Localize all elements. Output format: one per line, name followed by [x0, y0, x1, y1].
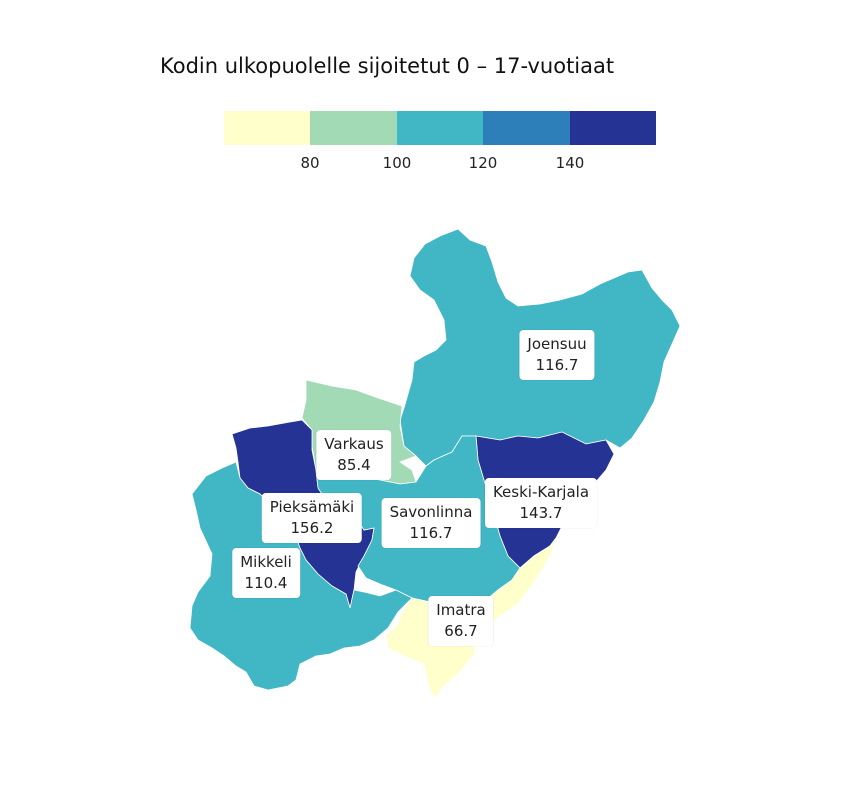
legend-swatch-1: [224, 111, 311, 145]
label-pieksamaki-value: 156.2: [290, 519, 334, 537]
color-legend: [224, 111, 657, 145]
legend-swatch-4: [483, 111, 570, 145]
label-imatra: Imatra 66.7: [428, 596, 494, 646]
label-mikkeli-value: 110.4: [244, 574, 288, 592]
label-imatra-name: Imatra: [436, 601, 486, 619]
label-keski-karjala-name: Keski-Karjala: [492, 483, 590, 501]
label-imatra-value: 66.7: [444, 622, 478, 640]
label-mikkeli-name: Mikkeli: [240, 553, 292, 571]
legend-tick-140: 140: [555, 154, 585, 172]
legend-swatch-2: [310, 111, 397, 145]
label-pieksamaki: Pieksämäki 156.2: [261, 493, 363, 543]
label-savonlinna-value: 116.7: [409, 524, 453, 542]
label-joensuu-name: Joensuu: [527, 335, 587, 353]
legend-swatch-5: [569, 111, 657, 145]
label-varkaus-value: 85.4: [337, 456, 371, 474]
label-savonlinna-name: Savonlinna: [389, 503, 473, 521]
label-varkaus: Varkaus 85.4: [316, 430, 392, 480]
label-keski-karjala: Keski-Karjala 143.7: [484, 478, 598, 528]
legend-tick-80: 80: [300, 154, 320, 172]
label-savonlinna: Savonlinna 116.7: [381, 498, 481, 548]
label-joensuu-value: 116.7: [535, 356, 579, 374]
map-title: Kodin ulkopuolelle sijoitetut 0 – 17-vuo…: [160, 54, 615, 78]
label-pieksamaki-name: Pieksämäki: [269, 498, 355, 516]
legend-swatch-3: [396, 111, 484, 145]
label-varkaus-name: Varkaus: [324, 435, 384, 453]
label-keski-karjala-value: 143.7: [519, 504, 563, 522]
label-joensuu: Joensuu 116.7: [519, 330, 595, 380]
legend-tick-100: 100: [382, 154, 412, 172]
label-mikkeli: Mikkeli 110.4: [232, 548, 300, 598]
legend-tick-120: 120: [468, 154, 498, 172]
